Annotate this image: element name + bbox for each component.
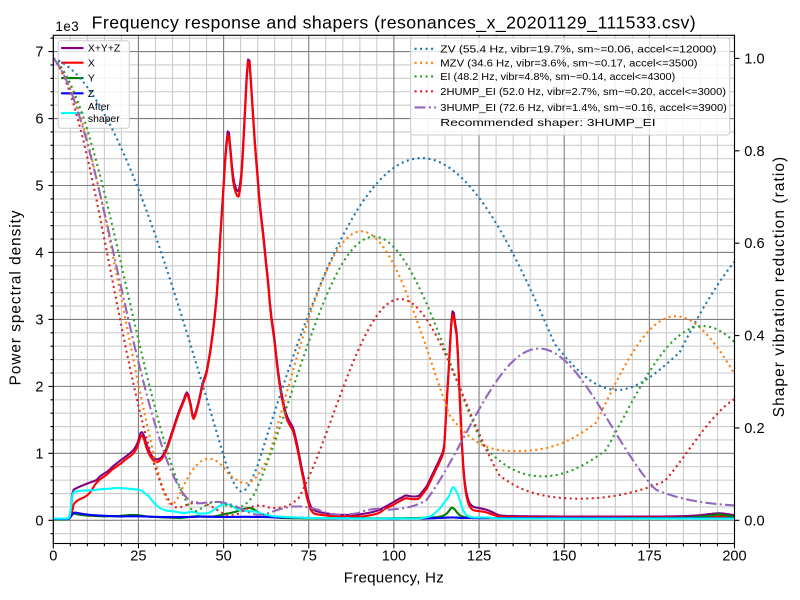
svg-text:2HUMP_EI (52.0 Hz, vibr=2.7%,: 2HUMP_EI (52.0 Hz, vibr=2.7%, sm~=0.20, … [440,87,726,98]
svg-text:5: 5 [35,179,43,195]
svg-text:0: 0 [35,513,43,529]
svg-text:1e3: 1e3 [55,19,79,34]
svg-text:0.2: 0.2 [744,421,764,437]
svg-text:Y: Y [88,74,95,85]
svg-text:1.0: 1.0 [744,51,764,67]
svg-text:Shaper vibration reduction (ra: Shaper vibration reduction (ratio) [771,156,788,418]
svg-text:2: 2 [35,379,43,395]
svg-text:Recommended shaper: 3HUMP_EI: Recommended shaper: 3HUMP_EI [440,118,655,129]
svg-text:0: 0 [49,549,57,565]
svg-text:MZV (34.6 Hz, vibr=3.6%, sm~=0: MZV (34.6 Hz, vibr=3.6%, sm~=0.17, accel… [440,58,697,69]
svg-text:4: 4 [35,246,43,262]
svg-text:3: 3 [35,312,43,328]
svg-text:Frequency response and shapers: Frequency response and shapers (resonanc… [92,13,696,34]
svg-text:6: 6 [35,112,43,128]
svg-text:X+Y+Z: X+Y+Z [88,44,121,55]
svg-text:0.6: 0.6 [744,236,764,252]
svg-text:1: 1 [35,446,43,462]
svg-text:175: 175 [637,549,661,565]
svg-text:After: After [88,102,110,113]
svg-text:7: 7 [35,45,43,61]
svg-text:0.0: 0.0 [744,513,764,529]
svg-text:75: 75 [301,549,317,565]
svg-text:Frequency, Hz: Frequency, Hz [344,570,444,587]
svg-text:150: 150 [552,549,576,565]
svg-text:X: X [88,58,95,69]
svg-text:ZV (55.4 Hz, vibr=19.7%, sm~=0: ZV (55.4 Hz, vibr=19.7%, sm~=0.06, accel… [440,44,716,55]
svg-text:3HUMP_EI (72.6 Hz, vibr=1.4%,: 3HUMP_EI (72.6 Hz, vibr=1.4%, sm~=0.16, … [440,103,727,114]
svg-text:0.8: 0.8 [744,144,764,160]
svg-text:0.4: 0.4 [744,329,764,345]
svg-text:125: 125 [467,549,491,565]
svg-text:50: 50 [215,549,231,565]
svg-text:100: 100 [382,549,406,565]
svg-text:Power spectral density: Power spectral density [8,209,25,385]
svg-text:200: 200 [722,549,746,565]
svg-text:EI (48.2 Hz, vibr=4.8%, sm~=0.: EI (48.2 Hz, vibr=4.8%, sm~=0.14, accel<… [440,72,675,83]
svg-text:25: 25 [130,549,146,565]
svg-text:Z: Z [88,89,95,100]
svg-text:shaper: shaper [88,114,120,125]
